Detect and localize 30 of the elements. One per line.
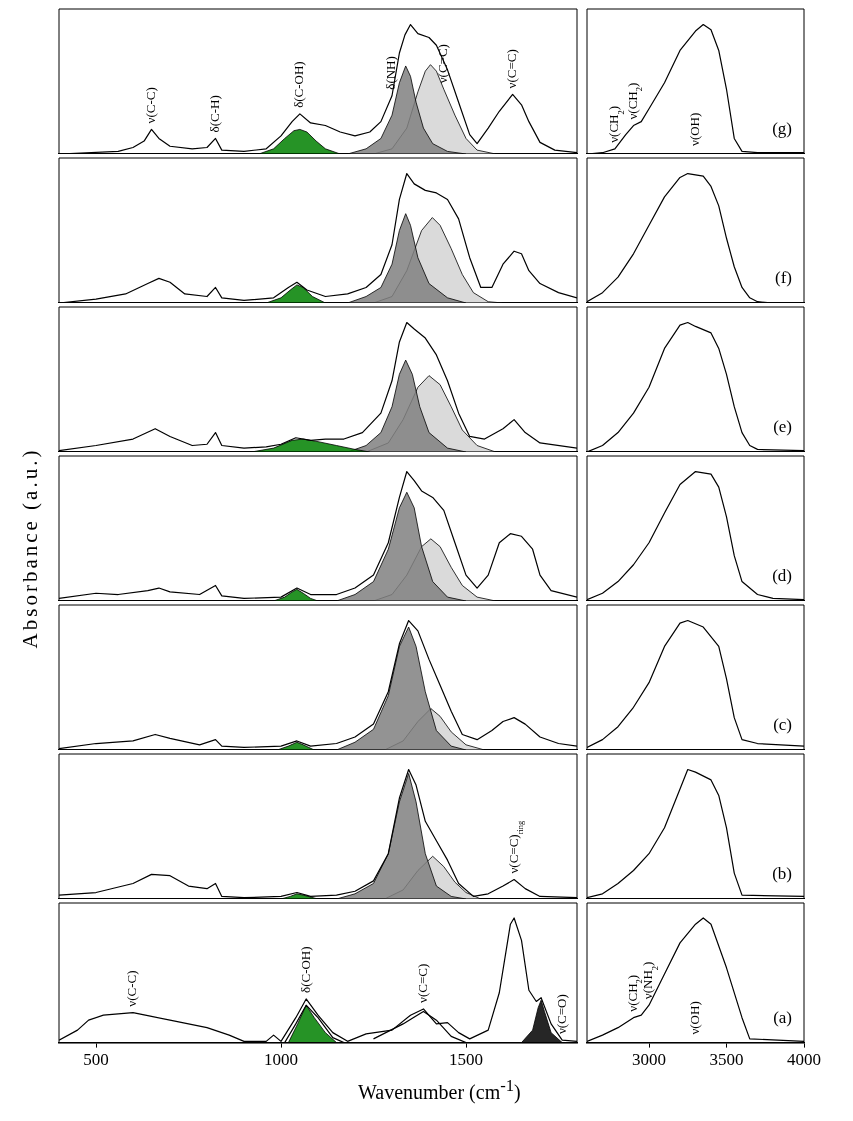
annotation: ν(OH) — [686, 112, 702, 146]
annotation: ν(CH2) — [624, 82, 645, 120]
annotation: ν(C=C) — [414, 963, 430, 1003]
annotation: ν(C=C) — [504, 49, 520, 89]
annotation: ν(C=C) — [435, 44, 451, 84]
annotation: (c) — [773, 715, 793, 735]
annotation: δ(C-OH) — [291, 61, 307, 108]
annotation: (d) — [772, 566, 793, 586]
x-tick-label: 1000 — [264, 1050, 298, 1070]
annotation: (a) — [773, 1008, 793, 1028]
annotation: (g) — [772, 119, 793, 139]
x-tick-label: 4000 — [787, 1050, 821, 1070]
annotation: ν(CH2) — [606, 105, 626, 143]
y-axis-title: Absorbance (a.u.) — [17, 447, 43, 649]
x-tick-label: 500 — [83, 1050, 109, 1070]
annotation: (b) — [772, 864, 793, 884]
annotation: (e) — [773, 417, 793, 437]
annotation: ν(C-C) — [142, 87, 158, 124]
annotation: ν(C=C)ring — [505, 820, 525, 874]
x-tick-label: 3000 — [632, 1050, 666, 1070]
annotation: δ(C-OH) — [297, 946, 313, 993]
annotation: ν(C-C) — [124, 970, 140, 1007]
annotation: (f) — [775, 268, 792, 288]
x-axis-title: Wavenumber (cm$^{-1}$) — [358, 1076, 521, 1104]
annotation: δ(C-H) — [206, 95, 222, 133]
annotation: δ(NH) — [383, 56, 399, 90]
annotation: ν(C=O) — [553, 994, 569, 1035]
x-tick-label: 3500 — [709, 1050, 744, 1070]
annotation: ν(OH) — [686, 1001, 702, 1035]
x-tick-label: 1500 — [449, 1050, 483, 1070]
